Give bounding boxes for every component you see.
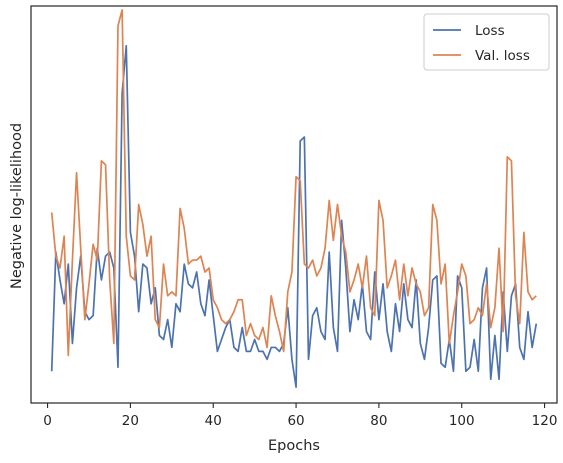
legend-box	[423, 13, 550, 71]
x-axis: 0 20 40 60 80 100 120	[43, 403, 557, 429]
legend-label-val-loss: Val. loss	[475, 48, 530, 64]
x-tick-label: 60	[287, 413, 304, 429]
legend-label-loss: Loss	[475, 23, 505, 39]
y-axis-label: Negative log-likelihood	[9, 123, 25, 289]
legend: Loss Val. loss	[423, 13, 550, 71]
x-tick-label: 120	[532, 413, 558, 429]
series-line-loss	[50, 44, 538, 388]
x-tick-label: 80	[370, 413, 387, 429]
series-line-val-loss	[50, 9, 537, 357]
x-tick-label: 20	[122, 413, 139, 429]
x-tick-label: 0	[43, 413, 52, 429]
x-tick-label: 100	[449, 413, 475, 429]
x-tick-label: 40	[205, 413, 222, 429]
series-layer	[50, 9, 538, 388]
x-axis-label: Epochs	[268, 438, 320, 454]
